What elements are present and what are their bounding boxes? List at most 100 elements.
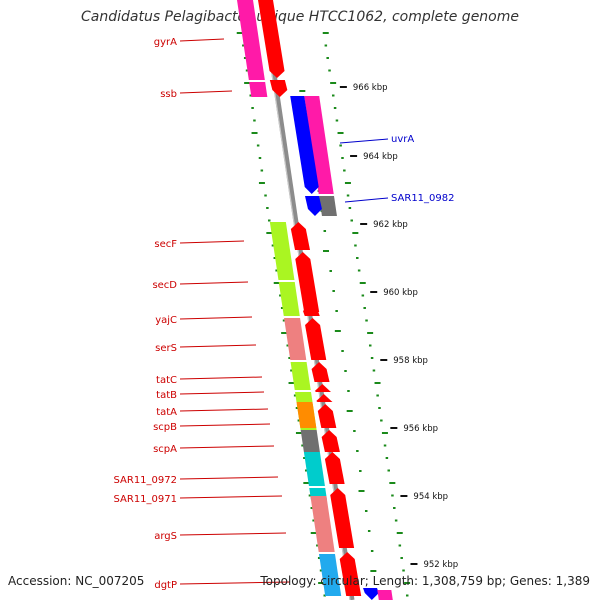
gene-labels: gyrA ssb secF secD yajC serS tatC tatB tatA scpB s… — [114, 37, 455, 591]
forward-gene-arrow — [316, 394, 333, 402]
tick-mark — [288, 382, 295, 384]
tick-mark — [367, 332, 374, 334]
tick-mark — [389, 482, 396, 484]
gene-label-tata: tatA — [156, 407, 177, 418]
tick-mark — [372, 369, 376, 372]
tick-mark — [295, 407, 299, 409]
tick-mark — [370, 570, 377, 572]
tick-mark — [380, 419, 383, 422]
gene-block-gyra — [237, 0, 261, 48]
gene-block-sar11_0972 — [303, 452, 325, 486]
label-leader-line — [179, 90, 233, 94]
forward-gene-arrow — [314, 384, 332, 392]
tick-mark — [317, 557, 321, 559]
kbp-tick — [370, 291, 378, 293]
gene-block-sar11-0982 — [319, 196, 337, 216]
tick-mark — [322, 32, 329, 34]
kbp-tick — [410, 563, 418, 565]
tick-mark — [242, 44, 245, 47]
forward-gene-arrow — [324, 452, 345, 484]
tick-mark — [346, 410, 353, 412]
tick-mark — [323, 230, 327, 232]
label-leader-line — [179, 281, 249, 285]
gene-label-sar11_0972: SAR11_0972 — [114, 475, 178, 486]
tick-mark — [387, 469, 390, 472]
gene-label-sar11_0982: SAR11_0982 — [391, 193, 455, 204]
tick-mark — [361, 294, 365, 297]
tick-mark — [266, 232, 273, 234]
gene-block-secf — [269, 222, 295, 280]
kbp-label: 954 kbp — [413, 492, 448, 502]
tick-mark — [370, 550, 374, 552]
tick-mark — [335, 310, 338, 312]
tick-mark — [356, 450, 359, 452]
tick-mark — [398, 544, 402, 547]
tick-mark — [335, 119, 339, 122]
tick-mark — [266, 207, 269, 209]
tick-mark — [394, 519, 398, 522]
kbp-tick — [360, 223, 368, 225]
tick-mark — [330, 82, 337, 84]
tick-mark — [350, 219, 353, 222]
tick-mark — [303, 482, 310, 484]
gene-block-ssb — [249, 82, 268, 97]
tick-mark — [381, 432, 388, 434]
tick-mark — [337, 132, 344, 134]
gene-label-yajc: yajC — [155, 315, 177, 326]
gene-label-tatc: tatC — [156, 375, 177, 386]
kbp-label: 966 kbp — [353, 83, 388, 93]
forward-gene-arrow — [317, 404, 337, 428]
tick-mark — [319, 569, 323, 572]
gene-block-secd — [278, 282, 300, 316]
gene-label-scpb: scpB — [153, 422, 177, 433]
tick-mark — [383, 444, 387, 447]
tick-mark — [333, 107, 337, 109]
label-leader-line — [179, 376, 263, 380]
gene-label-uvra: uvrA — [391, 134, 414, 145]
gene-block-scpb — [296, 402, 317, 428]
tick-mark — [267, 219, 271, 222]
label-leader-line — [339, 138, 389, 144]
tick-mark — [275, 269, 278, 272]
tick-mark — [295, 432, 302, 434]
tick-mark — [312, 519, 315, 522]
forward-gene-arrow — [339, 552, 362, 596]
tick-mark — [346, 194, 350, 197]
tick-mark — [264, 194, 267, 197]
gene-block-dgtp — [318, 554, 342, 596]
tick-mark — [374, 382, 381, 384]
tick-mark — [249, 94, 252, 97]
kbp-scale: 966 kbp 964 kbp 962 kbp 960 kbp 958 kbp 956 k… — [339, 83, 458, 570]
kbp-label: 958 kbp — [393, 356, 428, 366]
label-leader-line — [179, 532, 287, 536]
tick-mark — [316, 544, 319, 547]
tick-mark — [253, 119, 256, 122]
gene-block-yajc — [284, 318, 307, 360]
forward-gene-arrow — [321, 430, 340, 452]
tick-mark — [243, 57, 247, 59]
tick-mark — [273, 257, 277, 259]
tick-mark — [343, 169, 346, 172]
topology-text: Topology: circular; Length: 1,308,759 bp… — [260, 574, 590, 588]
tick-mark — [323, 594, 326, 597]
tick-mark — [391, 494, 394, 497]
tick-mark — [356, 257, 359, 259]
label-leader-line — [179, 344, 257, 348]
tick-mark — [367, 530, 371, 532]
kbp-tick — [350, 155, 358, 157]
gene-label-gyra: gyrA — [154, 37, 177, 48]
label-leader-line — [179, 581, 291, 585]
kbp-tick — [380, 359, 388, 361]
forward-gene-arrow — [305, 318, 327, 360]
tick-mark — [326, 57, 329, 59]
tick-mark — [370, 357, 374, 359]
tick-mark — [273, 282, 280, 284]
tick-mark — [282, 319, 286, 322]
kbp-tick — [339, 86, 347, 88]
tick-mark — [378, 407, 381, 409]
forward-gene-arrow — [269, 80, 288, 97]
tick-mark — [299, 90, 306, 92]
tick-mark — [271, 244, 275, 247]
label-leader-line — [179, 391, 265, 395]
